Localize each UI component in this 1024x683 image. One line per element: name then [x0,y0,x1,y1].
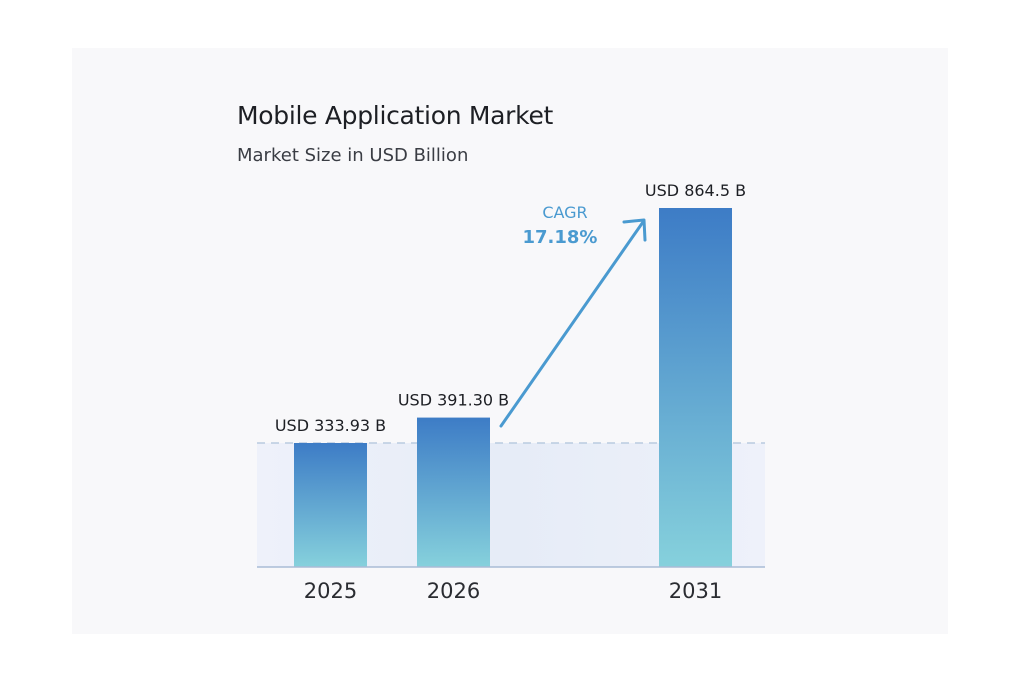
cagr-arrow-shaft [499,220,645,428]
cagr-value: 17.18% [523,227,598,248]
data-label-2026: USD 391.30 B [398,391,509,410]
data-label-2031: USD 864.5 B [645,181,746,200]
bar-2025 [294,443,367,567]
x-tick-label-2031: 2031 [669,579,722,603]
chart-subtitle: Market Size in USD Billion [237,145,469,166]
chart-title: Mobile Application Market [237,101,554,130]
bar-2026 [417,417,490,567]
x-tick-label-2025: 2025 [304,579,357,603]
data-label-2025: USD 333.93 B [275,416,386,435]
cagr-arrow-head-icon [622,218,647,242]
x-tick-label-2026: 2026 [427,579,480,603]
bar-2031 [659,208,732,567]
cagr-label: CAGR [542,203,587,222]
